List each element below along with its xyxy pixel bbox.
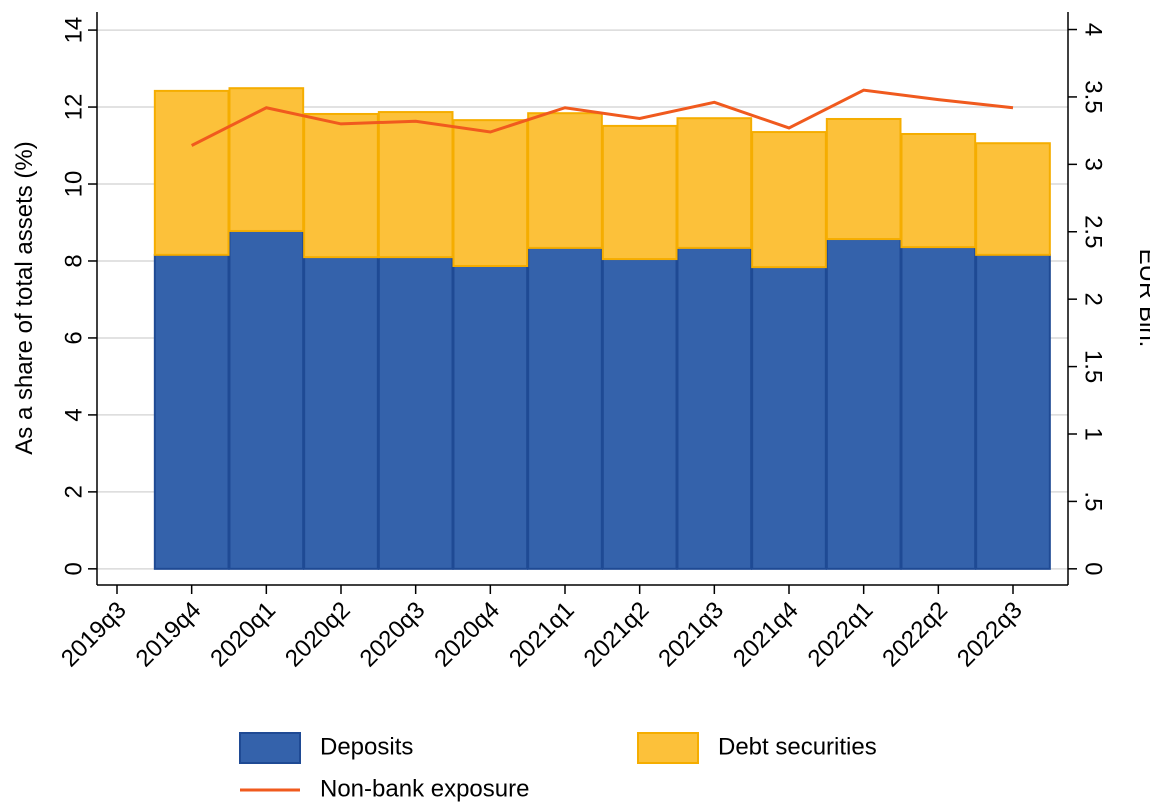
bar [377,111,454,259]
y-axis-title: As a share of total assets (%) [11,141,38,454]
y-tick-label: 12 [60,94,87,121]
bar [527,112,603,249]
y2-tick-label: 3.5 [1080,80,1107,113]
y-tick-label: 2 [60,485,87,498]
x-tick-label: 2020q3 [355,597,431,673]
x-tick-label: 2021q1 [504,597,580,673]
bar [153,89,230,256]
y2-tick-label: 2.5 [1080,215,1107,248]
y-tick-label: 0 [60,562,87,575]
y-tick-label: 6 [60,331,87,344]
bar [377,256,454,570]
legend-swatch [239,732,301,764]
x-tick-label: 2022q1 [803,597,879,673]
y-tick-label: 10 [60,171,87,198]
x-tick-label: 2022q2 [877,597,953,673]
x-tick-label: 2019q3 [56,597,132,673]
bar [303,256,379,570]
y2-axis-title: EUR Bln. [1134,249,1150,348]
y2-tick-label: .5 [1080,491,1107,511]
line [190,88,1014,147]
legend-label: Non-bank exposure [320,775,529,802]
x-tick-label: 2021q2 [579,597,655,673]
bar [825,117,902,241]
x-tick-label: 2022q3 [952,597,1028,673]
bar [676,117,753,249]
bar [751,266,827,570]
bar [900,132,977,249]
x-tick-label: 2020q1 [205,597,281,673]
x-tick-label: 2020q4 [429,597,505,673]
y2-tick-label: 1 [1080,427,1107,440]
y2-tick-label: 0 [1080,562,1107,575]
bar [228,229,305,570]
y2-tick-label: 2 [1080,292,1107,305]
bar [527,246,603,570]
y2-tick-label: 1.5 [1080,350,1107,383]
bar [975,142,1051,256]
bar [975,253,1051,570]
x-tick-label: 2019q4 [131,597,207,673]
bar [601,258,678,570]
bar [825,238,902,570]
x-tick-label: 2021q4 [728,597,804,673]
legend-swatch [637,732,699,764]
y-tick-label: 14 [60,17,87,44]
bar [751,131,827,269]
bar [452,119,529,267]
bar [153,253,230,570]
x-tick-label: 2021q3 [653,597,729,673]
bar [900,246,977,570]
y2-tick-label: 4 [1080,23,1107,36]
bar [676,246,753,570]
legend-label: Debt securities [718,733,877,760]
x-tick-label: 2020q2 [280,597,356,673]
bar [452,264,529,570]
y-tick-label: 8 [60,254,87,267]
bar [303,112,379,259]
y2-tick-label: 3 [1080,158,1107,171]
y-tick-label: 4 [60,408,87,421]
legend-label: Deposits [320,733,413,760]
bar [228,87,305,232]
bar [601,124,678,261]
